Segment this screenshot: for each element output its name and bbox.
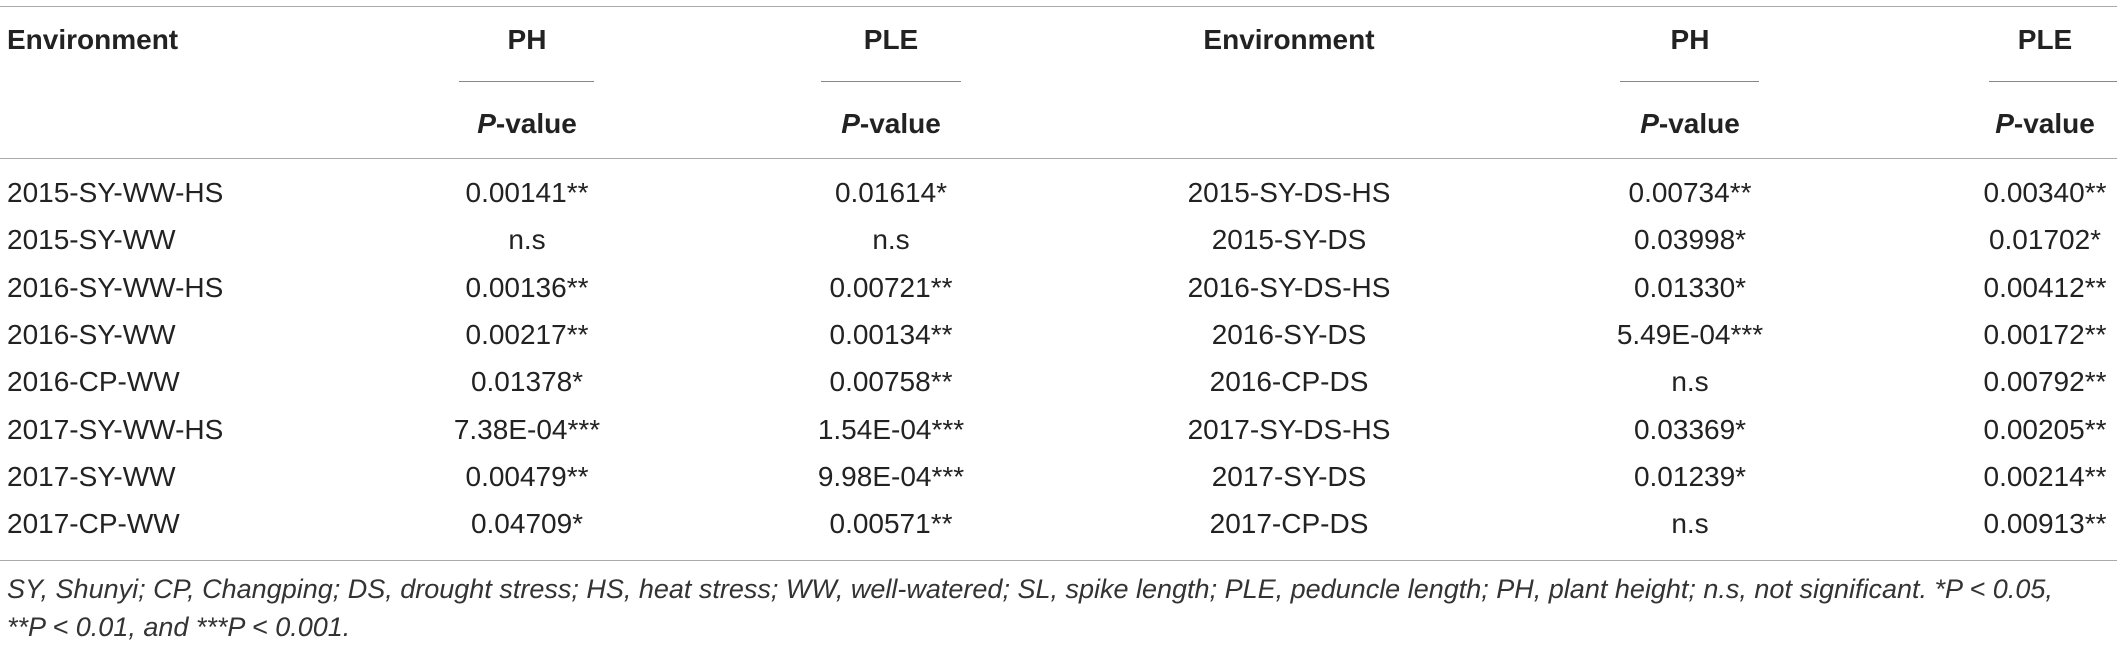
column-header: Environment: [1203, 24, 1375, 55]
environment-cell: 2017-CP-WW: [7, 508, 180, 540]
header-underline: [1989, 81, 2117, 82]
p-value-cell: 0.00479**: [465, 460, 589, 492]
value-label: -value: [1658, 108, 1740, 139]
p-value-cell: 0.01330*: [1633, 271, 1747, 303]
environment-cell: 2016-CP-DS: [1209, 366, 1369, 398]
bottom-rule: [0, 560, 2117, 561]
p-value-cell: 0.00172**: [1983, 318, 2107, 350]
p-value-cell: 0.00792**: [1983, 366, 2107, 398]
p-symbol: P: [477, 108, 496, 139]
footnote: SY, Shunyi; CP, Changping; DS, drought s…: [7, 574, 2053, 642]
environment-cell: 2017-CP-DS: [1209, 508, 1369, 540]
p-value-cell: n.s: [508, 224, 546, 256]
column-header: PH: [507, 24, 547, 55]
p-value-cell: 0.03369*: [1633, 413, 1747, 445]
p-value-cell: 0.00412**: [1983, 271, 2107, 303]
p-value-cell: 7.38E-04***: [453, 413, 601, 445]
p-value-cell: 0.00136**: [465, 271, 589, 303]
p-value-cell: 0.00734**: [1628, 177, 1752, 208]
column-subheader: P-value: [477, 107, 577, 141]
p-value-cell: 0.03998*: [1633, 224, 1747, 256]
p-value-cell: n.s: [1671, 366, 1709, 398]
p-value-cell: 0.00205**: [1983, 413, 2107, 445]
value-label: -value: [859, 108, 941, 139]
value-label: -value: [2013, 108, 2095, 139]
environment-cell: 2015-SY-WW-HS: [7, 177, 224, 208]
p-value-cell: n.s: [1671, 508, 1709, 540]
p-value-cell: 9.98E-04***: [817, 460, 965, 492]
top-rule: [0, 6, 2117, 7]
p-value-cell: 0.00340**: [1983, 177, 2107, 208]
p-value-cell: 0.00214**: [1983, 460, 2107, 492]
environment-cell: 2015-SY-WW: [7, 224, 176, 256]
p-value-cell: 0.00217**: [465, 318, 589, 350]
environment-cell: 2015-SY-DS-HS: [1187, 177, 1391, 208]
environment-cell: 2016-SY-DS-HS: [1187, 271, 1391, 303]
p-value-cell: 0.01614*: [834, 177, 948, 208]
p-value-cell: 1.54E-04***: [817, 413, 965, 445]
p-value-cell: 0.01702*: [1988, 224, 2102, 256]
column-subheader: P-value: [841, 107, 941, 141]
p-value-cell: n.s: [872, 224, 910, 256]
environment-cell: 2016-SY-WW: [7, 318, 176, 350]
column-header: Environment: [7, 24, 179, 55]
p-symbol: P: [1640, 108, 1659, 139]
p-value-cell: 0.00571**: [829, 508, 953, 540]
p-value-cell: 5.49E-04***: [1616, 318, 1764, 350]
column-subheader: P-value: [1640, 107, 1740, 141]
column-header: PH: [1670, 24, 1710, 55]
header-rule: [0, 158, 2117, 159]
header-underline: [821, 81, 961, 82]
column-subheader: P-value: [1995, 107, 2095, 141]
p-value-cell: 0.04709*: [470, 508, 584, 540]
header-underline: [459, 81, 594, 82]
p-value-cell: 0.01239*: [1633, 460, 1747, 492]
p-value-cell: 0.00913**: [1983, 508, 2107, 540]
p-value-cell: 0.00141**: [465, 177, 589, 208]
column-header: PLE: [863, 24, 919, 55]
value-label: -value: [495, 108, 577, 139]
environment-cell: 2016-CP-WW: [7, 366, 180, 398]
p-symbol: P: [841, 108, 860, 139]
p-value-cell: 0.00134**: [829, 318, 953, 350]
environment-cell: 2016-SY-DS: [1211, 318, 1367, 350]
p-value-cell: 0.00721**: [829, 271, 953, 303]
environment-cell: 2017-SY-DS: [1211, 460, 1367, 492]
header-underline: [1620, 81, 1759, 82]
p-value-cell: 0.01378*: [470, 366, 584, 398]
p-symbol: P: [1995, 108, 2014, 139]
p-value-cell: 0.00758**: [829, 366, 953, 398]
environment-cell: 2017-SY-WW-HS: [7, 413, 224, 445]
environment-cell: 2016-SY-WW-HS: [7, 271, 224, 303]
environment-cell: 2015-SY-DS: [1211, 224, 1367, 256]
environment-cell: 2017-SY-WW: [7, 460, 176, 492]
environment-cell: 2017-SY-DS-HS: [1187, 413, 1391, 445]
column-header: PLE: [2017, 24, 2073, 55]
